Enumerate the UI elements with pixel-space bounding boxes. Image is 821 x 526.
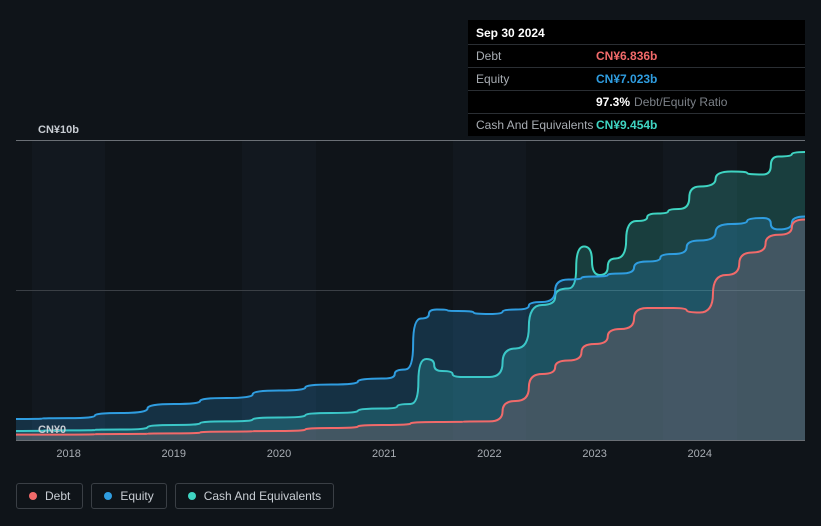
legend-label: Debt: [45, 489, 70, 503]
x-axis-tick: 2024: [688, 448, 712, 460]
x-axis: 2018 2019 2020 2021 2022 2023 2024: [16, 448, 805, 468]
tooltip-row: 97.3%Debt/Equity Ratio: [468, 91, 805, 114]
chart-area: CN¥0CN¥10b: [16, 140, 805, 440]
tooltip-row: Cash And EquivalentsCN¥9.454b: [468, 114, 805, 136]
legend-dot-icon: [104, 492, 112, 500]
tooltip-label: Cash And Equivalents: [476, 118, 596, 132]
tooltip-row: EquityCN¥7.023b: [468, 68, 805, 91]
tooltip-value: CN¥7.023b: [596, 72, 657, 86]
y-axis-label: CN¥10b: [38, 124, 79, 136]
tooltip-suffix: Debt/Equity Ratio: [634, 95, 727, 109]
x-axis-tick: 2021: [372, 448, 396, 460]
area-chart-svg: [16, 140, 805, 440]
legend-label: Equity: [120, 489, 153, 503]
tooltip-label: Debt: [476, 49, 596, 63]
x-axis-tick: 2022: [477, 448, 501, 460]
chart-legend: Debt Equity Cash And Equivalents: [16, 483, 334, 509]
tooltip-row: DebtCN¥6.836b: [468, 45, 805, 68]
legend-dot-icon: [29, 492, 37, 500]
tooltip-date: Sep 30 2024: [468, 20, 805, 45]
x-axis-tick: 2018: [56, 448, 80, 460]
y-axis-label: CN¥0: [38, 424, 66, 436]
tooltip-label: [476, 95, 596, 109]
x-axis-tick: 2019: [162, 448, 186, 460]
x-axis-tick: 2023: [582, 448, 606, 460]
x-axis-tick: 2020: [267, 448, 291, 460]
gridline: [16, 440, 805, 441]
tooltip-label: Equity: [476, 72, 596, 86]
legend-item[interactable]: Debt: [16, 483, 83, 509]
legend-label: Cash And Equivalents: [204, 489, 321, 503]
tooltip-value: 97.3%Debt/Equity Ratio: [596, 95, 727, 109]
chart-tooltip: Sep 30 2024 DebtCN¥6.836bEquityCN¥7.023b…: [468, 20, 805, 136]
tooltip-value: CN¥6.836b: [596, 49, 657, 63]
legend-dot-icon: [188, 492, 196, 500]
legend-item[interactable]: Cash And Equivalents: [175, 483, 334, 509]
legend-item[interactable]: Equity: [91, 483, 166, 509]
tooltip-value: CN¥9.454b: [596, 118, 657, 132]
